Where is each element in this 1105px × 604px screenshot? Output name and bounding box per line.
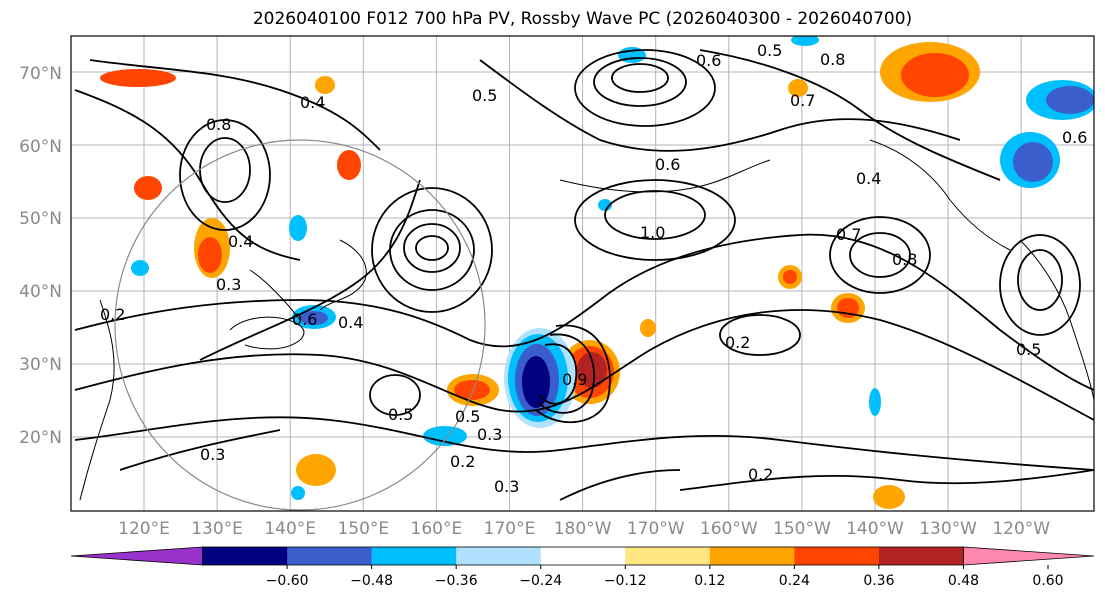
contour-label: 0.5 xyxy=(757,41,782,60)
colorbar-segment xyxy=(625,547,711,565)
coastlines xyxy=(79,139,1094,501)
colorbar-segment xyxy=(709,547,795,565)
lon-label: 130°E xyxy=(191,519,243,539)
contour-labels: 0.2 0.2 0.2 0.2 0.3 0.3 0.3 0.3 0.4 0.4 … xyxy=(100,41,1087,496)
contour-label: 0.8 xyxy=(206,115,231,134)
colorbar-extend-low xyxy=(70,546,203,566)
contour-label: 0.2 xyxy=(748,465,773,484)
lat-label: 50°N xyxy=(19,209,62,229)
colorbar-segment xyxy=(540,547,626,565)
colorbar-tick-label: −0.60 xyxy=(266,573,309,589)
colorbar-segment xyxy=(202,547,288,565)
contour-label: 0.6 xyxy=(655,155,680,174)
lat-label: 20°N xyxy=(19,428,62,448)
latitude-labels: 70°N 60°N 50°N 40°N 30°N 20°N xyxy=(19,64,62,448)
colorbar-tick-label: 0.60 xyxy=(1032,573,1063,589)
map-border xyxy=(70,35,1095,512)
lon-label: 170°E xyxy=(484,519,536,539)
contour-label: 0.6 xyxy=(696,51,721,70)
colorbar-tick-label: 0.24 xyxy=(779,573,810,589)
longitude-labels: 120°E 130°E 140°E 150°E 160°E 170°E 180°W 170°W… xyxy=(118,519,1050,539)
contour-label: 0.8 xyxy=(820,50,845,69)
colorbar-tick-label: 0.48 xyxy=(948,573,979,589)
colorbar-segment xyxy=(456,547,542,565)
lon-label: 140°E xyxy=(264,519,316,539)
lat-label: 30°N xyxy=(19,355,62,375)
cyclone-contours xyxy=(535,324,611,424)
map-title: 2026040100 F012 700 hPa PV, Rossby Wave … xyxy=(252,9,913,29)
contour-label: 0.8 xyxy=(892,250,917,269)
lon-label: 120°E xyxy=(118,519,170,539)
lon-label: 170°W xyxy=(627,519,685,539)
contour-label: 0.5 xyxy=(388,405,413,424)
lon-label: 160°E xyxy=(411,519,463,539)
lon-label: 180°W xyxy=(554,519,612,539)
colorbar-extend-high xyxy=(963,546,1095,566)
pv-contours xyxy=(74,49,1094,501)
lat-label: 40°N xyxy=(19,282,62,302)
lon-label: 160°W xyxy=(700,519,758,539)
colorbar-tick-label: −0.24 xyxy=(519,573,562,589)
contour-label: 0.3 xyxy=(494,477,519,496)
colorbar-tick-label: −0.12 xyxy=(604,573,647,589)
colorbar: −0.60 −0.48 −0.36 −0.24 −0.12 0.12 0.24 0.36 0.4… xyxy=(70,546,1095,589)
lon-label: 140°W xyxy=(846,519,904,539)
colorbar-segment xyxy=(794,547,880,565)
contour-label: 0.4 xyxy=(300,93,325,112)
contour-label: 0.4 xyxy=(338,313,363,332)
contour-label: 0.4 xyxy=(856,169,881,188)
contour-label: 0.7 xyxy=(836,225,861,244)
lat-label: 60°N xyxy=(19,137,62,157)
lon-label: 150°W xyxy=(773,519,831,539)
colorbar-tick-label: −0.36 xyxy=(435,573,478,589)
contour-label: 0.5 xyxy=(455,407,480,426)
contour-label: 1.0 xyxy=(640,223,665,242)
contour-label: 0.6 xyxy=(292,310,317,329)
contour-label: 0.2 xyxy=(725,333,750,352)
contour-label: 0.3 xyxy=(216,275,241,294)
colorbar-segment xyxy=(371,547,457,565)
lon-label: 120°W xyxy=(992,519,1050,539)
great-circle-outline xyxy=(114,139,486,511)
lat-label: 70°N xyxy=(19,64,62,84)
lon-label: 130°W xyxy=(919,519,977,539)
contour-label: 0.5 xyxy=(472,86,497,105)
contour-label: 0.6 xyxy=(1062,128,1087,147)
colorbar-tick-label: 0.36 xyxy=(863,573,894,589)
contour-label: 0.2 xyxy=(100,305,125,324)
colorbar-tick-label: 0.12 xyxy=(694,573,725,589)
contour-label: 0.4 xyxy=(228,232,253,251)
colorbar-tick-label: −0.48 xyxy=(350,573,393,589)
colorbar-outline xyxy=(202,546,964,566)
contour-label: 0.7 xyxy=(790,91,815,110)
contour-label: 0.2 xyxy=(450,452,475,471)
lon-label: 150°E xyxy=(337,519,389,539)
contour-label: 0.5 xyxy=(1016,340,1041,359)
contour-label: 0.9 xyxy=(562,370,587,389)
contour-label: 0.3 xyxy=(477,425,502,444)
colorbar-segment xyxy=(287,547,373,565)
contour-label: 0.3 xyxy=(200,445,225,464)
colorbar-segment xyxy=(878,547,964,565)
